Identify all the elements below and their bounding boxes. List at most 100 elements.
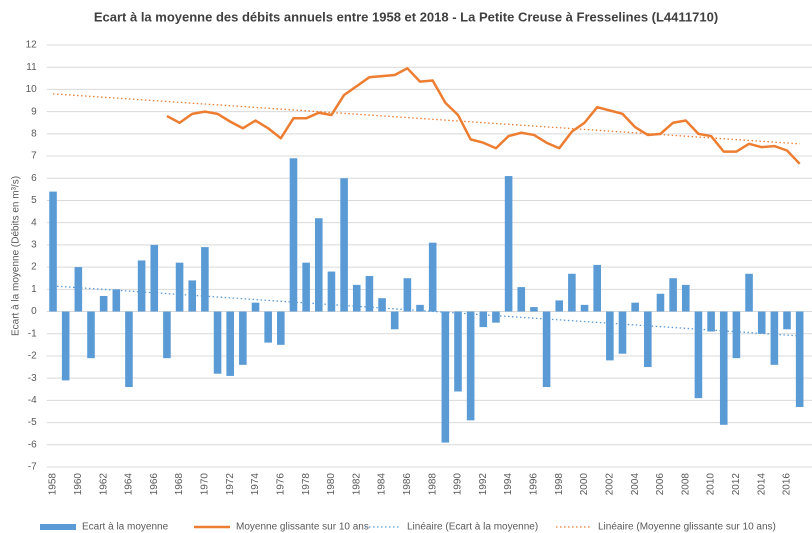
bar — [757, 311, 766, 334]
bar — [568, 273, 576, 312]
bar — [593, 264, 601, 312]
x-tick-label: 1984 — [377, 473, 388, 496]
x-tick-label: 2008 — [680, 473, 691, 496]
bar — [745, 273, 753, 312]
y-tick-label: -7 — [28, 462, 37, 473]
legend-label: Linéaire (Ecart à la moyenne) — [407, 522, 538, 533]
bar — [137, 260, 146, 312]
y-tick-label: 3 — [31, 240, 37, 251]
x-tick-label: 1982 — [351, 473, 362, 496]
bar — [441, 311, 450, 443]
bar — [327, 271, 336, 312]
bar — [492, 311, 500, 323]
bar — [580, 304, 589, 312]
bar — [99, 295, 108, 312]
bar — [681, 284, 690, 312]
bar — [188, 280, 197, 312]
y-tick-label: 12 — [26, 40, 38, 51]
bar — [87, 311, 95, 359]
x-tick-label: 1966 — [149, 473, 160, 496]
x-tick-label: 2000 — [579, 473, 590, 496]
bar — [175, 262, 184, 312]
bar — [239, 311, 247, 365]
bar — [213, 311, 222, 374]
y-tick-label: -3 — [28, 373, 37, 384]
trendline — [52, 285, 800, 337]
bar — [403, 278, 412, 312]
y-axis-label: Ecart à la moyenne (Débits en m³/s) — [11, 176, 22, 336]
bar — [631, 302, 639, 312]
bar — [112, 289, 121, 312]
x-tick-label: 1974 — [250, 473, 261, 496]
y-tick-label: -4 — [28, 395, 37, 406]
bar — [606, 311, 614, 361]
bar — [74, 267, 83, 312]
bar — [656, 293, 665, 312]
bar — [416, 304, 424, 312]
x-tick-label: 1988 — [427, 473, 438, 496]
bar — [163, 311, 171, 359]
bar — [732, 311, 741, 359]
x-tick-label: 2012 — [731, 473, 742, 496]
bar — [504, 176, 513, 312]
x-tick-label: 1978 — [301, 473, 312, 496]
y-tick-label: 5 — [31, 195, 37, 206]
x-tick-label: 2006 — [655, 473, 666, 496]
bar — [61, 311, 70, 381]
bar — [454, 311, 462, 392]
y-tick-label: -5 — [28, 417, 37, 428]
x-tick-label: 2002 — [604, 473, 615, 496]
bar — [644, 311, 652, 368]
bar — [618, 311, 627, 354]
x-tick-label: 1962 — [98, 473, 109, 496]
bar — [314, 218, 323, 312]
trendline — [52, 93, 800, 145]
y-tick-label: -2 — [28, 351, 37, 362]
x-tick-label: 2016 — [782, 473, 793, 496]
bar — [770, 311, 779, 365]
chart-title: Ecart à la moyenne des débits annuels en… — [94, 9, 718, 24]
x-tick-label: 1992 — [478, 473, 489, 496]
bar — [264, 311, 272, 343]
x-tick-label: 1996 — [529, 473, 540, 496]
bar — [378, 298, 386, 312]
legend-label: Moyenne glissante sur 10 ans — [236, 522, 369, 533]
legend-label: Linéaire (Moyenne glissante sur 10 ans) — [598, 522, 776, 533]
x-tick-label: 1972 — [225, 473, 236, 496]
bar — [277, 311, 285, 345]
x-tick-label: 1980 — [326, 473, 337, 496]
line — [166, 67, 801, 165]
y-tick-label: 8 — [31, 128, 37, 139]
y-tick-label: -6 — [28, 439, 37, 450]
bar — [226, 311, 234, 376]
bar — [542, 311, 551, 388]
x-tick-label: 1970 — [200, 473, 211, 496]
bar — [302, 262, 310, 312]
y-tick-label: 4 — [31, 217, 37, 228]
y-tick-label: 1 — [31, 284, 37, 295]
y-tick-label: 11 — [26, 62, 37, 73]
bar — [365, 275, 374, 312]
bar — [289, 158, 298, 312]
x-tick-label: 1976 — [275, 473, 286, 496]
bar — [150, 244, 159, 312]
bar — [251, 302, 260, 312]
bar — [517, 287, 526, 312]
legend-label: Ecart à la moyenne — [82, 522, 169, 533]
bar — [466, 311, 475, 421]
x-tick-label: 1998 — [554, 473, 565, 496]
y-tick-label: 9 — [31, 106, 37, 117]
bar — [795, 311, 804, 408]
x-tick-label: 1986 — [402, 473, 413, 496]
bar — [479, 311, 488, 328]
bar — [428, 242, 437, 312]
y-tick-label: 10 — [26, 84, 38, 95]
x-tick-label: 1964 — [124, 473, 135, 496]
bar — [555, 300, 564, 312]
y-tick-label: 2 — [31, 262, 37, 273]
x-tick-label: 1994 — [503, 473, 514, 496]
x-tick-label: 1958 — [48, 473, 59, 496]
bar — [669, 278, 677, 312]
bar — [340, 178, 348, 312]
